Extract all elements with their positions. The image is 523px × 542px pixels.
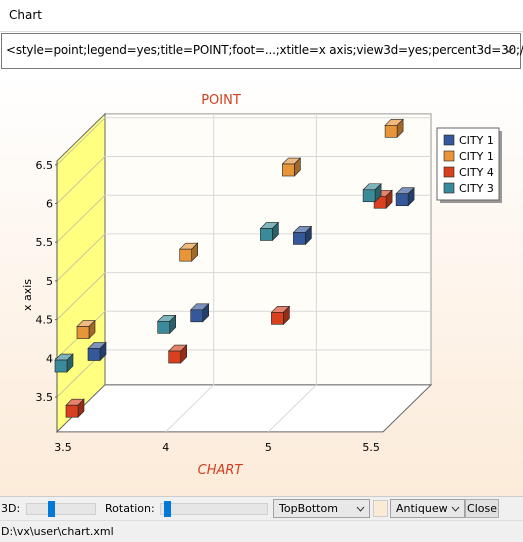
slider-3d[interactable]: [26, 501, 96, 517]
slider-thumb: [164, 501, 171, 517]
cube-front: [395, 193, 409, 207]
cube-front: [76, 326, 90, 339]
legend-swatch: [443, 134, 455, 146]
point-marker: [395, 186, 415, 207]
x-tick-label: 3.5: [54, 441, 72, 454]
y-tick-label: 5: [46, 275, 53, 288]
title-bar: Chart: [0, 0, 523, 32]
cube-front: [157, 321, 170, 334]
cube-front: [384, 125, 398, 138]
point-marker: [65, 398, 85, 418]
status-bar: D:\vx\user\chart.xml: [0, 520, 523, 542]
point-marker: [76, 319, 96, 340]
x-tick-label: 5: [265, 441, 272, 454]
cube-front: [65, 404, 79, 418]
back-wall: [104, 113, 432, 386]
grid-line: [56, 156, 106, 204]
point-marker: [259, 221, 280, 242]
point-marker: [87, 341, 107, 362]
point-marker: [156, 314, 177, 335]
color-swatch: [373, 500, 388, 517]
close-button[interactable]: Close: [465, 499, 499, 518]
legend-swatch: [443, 166, 455, 178]
chart-title: POINT: [201, 93, 241, 108]
dropdown-arrow: [504, 47, 514, 53]
command-combo[interactable]: <style=point;legend=yes;title=POINT;foot…: [1, 33, 523, 69]
point-marker: [270, 305, 291, 326]
grid-line: [56, 194, 106, 243]
point-marker: [384, 118, 404, 139]
point-marker: [292, 225, 313, 246]
dropdown-arrow: [451, 506, 460, 512]
legend-label: CITY 1: [459, 150, 494, 163]
grid-line: [56, 272, 106, 320]
point-marker: [281, 157, 302, 177]
cube-front: [271, 312, 284, 325]
cube-front: [54, 359, 68, 373]
label-rotation: Rotation:: [105, 502, 155, 515]
status-text: D:\vx\user\chart.xml: [1, 525, 114, 538]
select-text: Antiquew: [396, 502, 448, 515]
point-marker: [189, 303, 210, 323]
y-tick-label: 6.5: [36, 159, 54, 172]
chart: 3.5 4 4.5 5 5.5 6 6.5 3.5 4 5 5.5 POINT CHART x axis C…: [0, 70, 523, 496]
cube-front: [190, 309, 203, 323]
point-marker: [362, 183, 382, 203]
dropdown-arrow: [356, 506, 365, 512]
label-3d: 3D:: [1, 502, 21, 515]
grid-line: [56, 233, 106, 282]
cube-front: [179, 248, 192, 262]
y-tick-label: 5.5: [36, 236, 54, 249]
direction-select[interactable]: TopBottom: [273, 499, 370, 518]
x-tick-label: 4: [162, 441, 169, 454]
legend-label: CITY 1: [459, 134, 494, 147]
y-tick-label: 4.5: [36, 314, 54, 327]
chart-footer: CHART: [198, 463, 244, 478]
legend-label: CITY 4: [459, 166, 494, 179]
point-marker: [167, 344, 188, 364]
plot: 3.5 4 4.5 5 5.5 6 6.5 3.5 4 5 5.5 POINT CHART x axis C…: [21, 93, 502, 478]
cube-front: [362, 189, 376, 203]
grid-line: [268, 384, 317, 433]
floor: [55, 384, 433, 433]
cube-front: [282, 163, 295, 177]
cube-front: [87, 348, 101, 361]
cube-front: [168, 350, 181, 364]
grid-line: [56, 117, 106, 166]
legend-label: CITY 3: [459, 182, 494, 195]
cube-front: [260, 228, 273, 241]
select-text: TopBottom: [279, 502, 338, 515]
slider-rotation[interactable]: [160, 501, 268, 517]
y-tick-label: 6: [46, 198, 53, 211]
y-tick-label: 4: [46, 352, 53, 365]
slider-thumb: [48, 501, 55, 517]
color-select[interactable]: Antiquew: [390, 499, 465, 518]
left-wall: [56, 112, 106, 434]
point-marker: [54, 353, 74, 373]
window-title: Chart: [9, 8, 42, 22]
cube-front: [293, 232, 306, 245]
legend-swatch: [443, 182, 455, 194]
legend-swatch: [443, 150, 455, 162]
y-tick-label: 3.5: [36, 391, 54, 404]
command-text: <style=point;legend=yes;title=POINT;foot…: [6, 43, 523, 57]
grid-line: [165, 384, 215, 433]
y-axis-label: x axis: [21, 279, 34, 311]
x-tick-label: 5.5: [362, 441, 380, 454]
toolbar: 3D: Rotation: TopBottom Antiquew Close: [0, 496, 523, 520]
point-marker: [178, 242, 199, 262]
